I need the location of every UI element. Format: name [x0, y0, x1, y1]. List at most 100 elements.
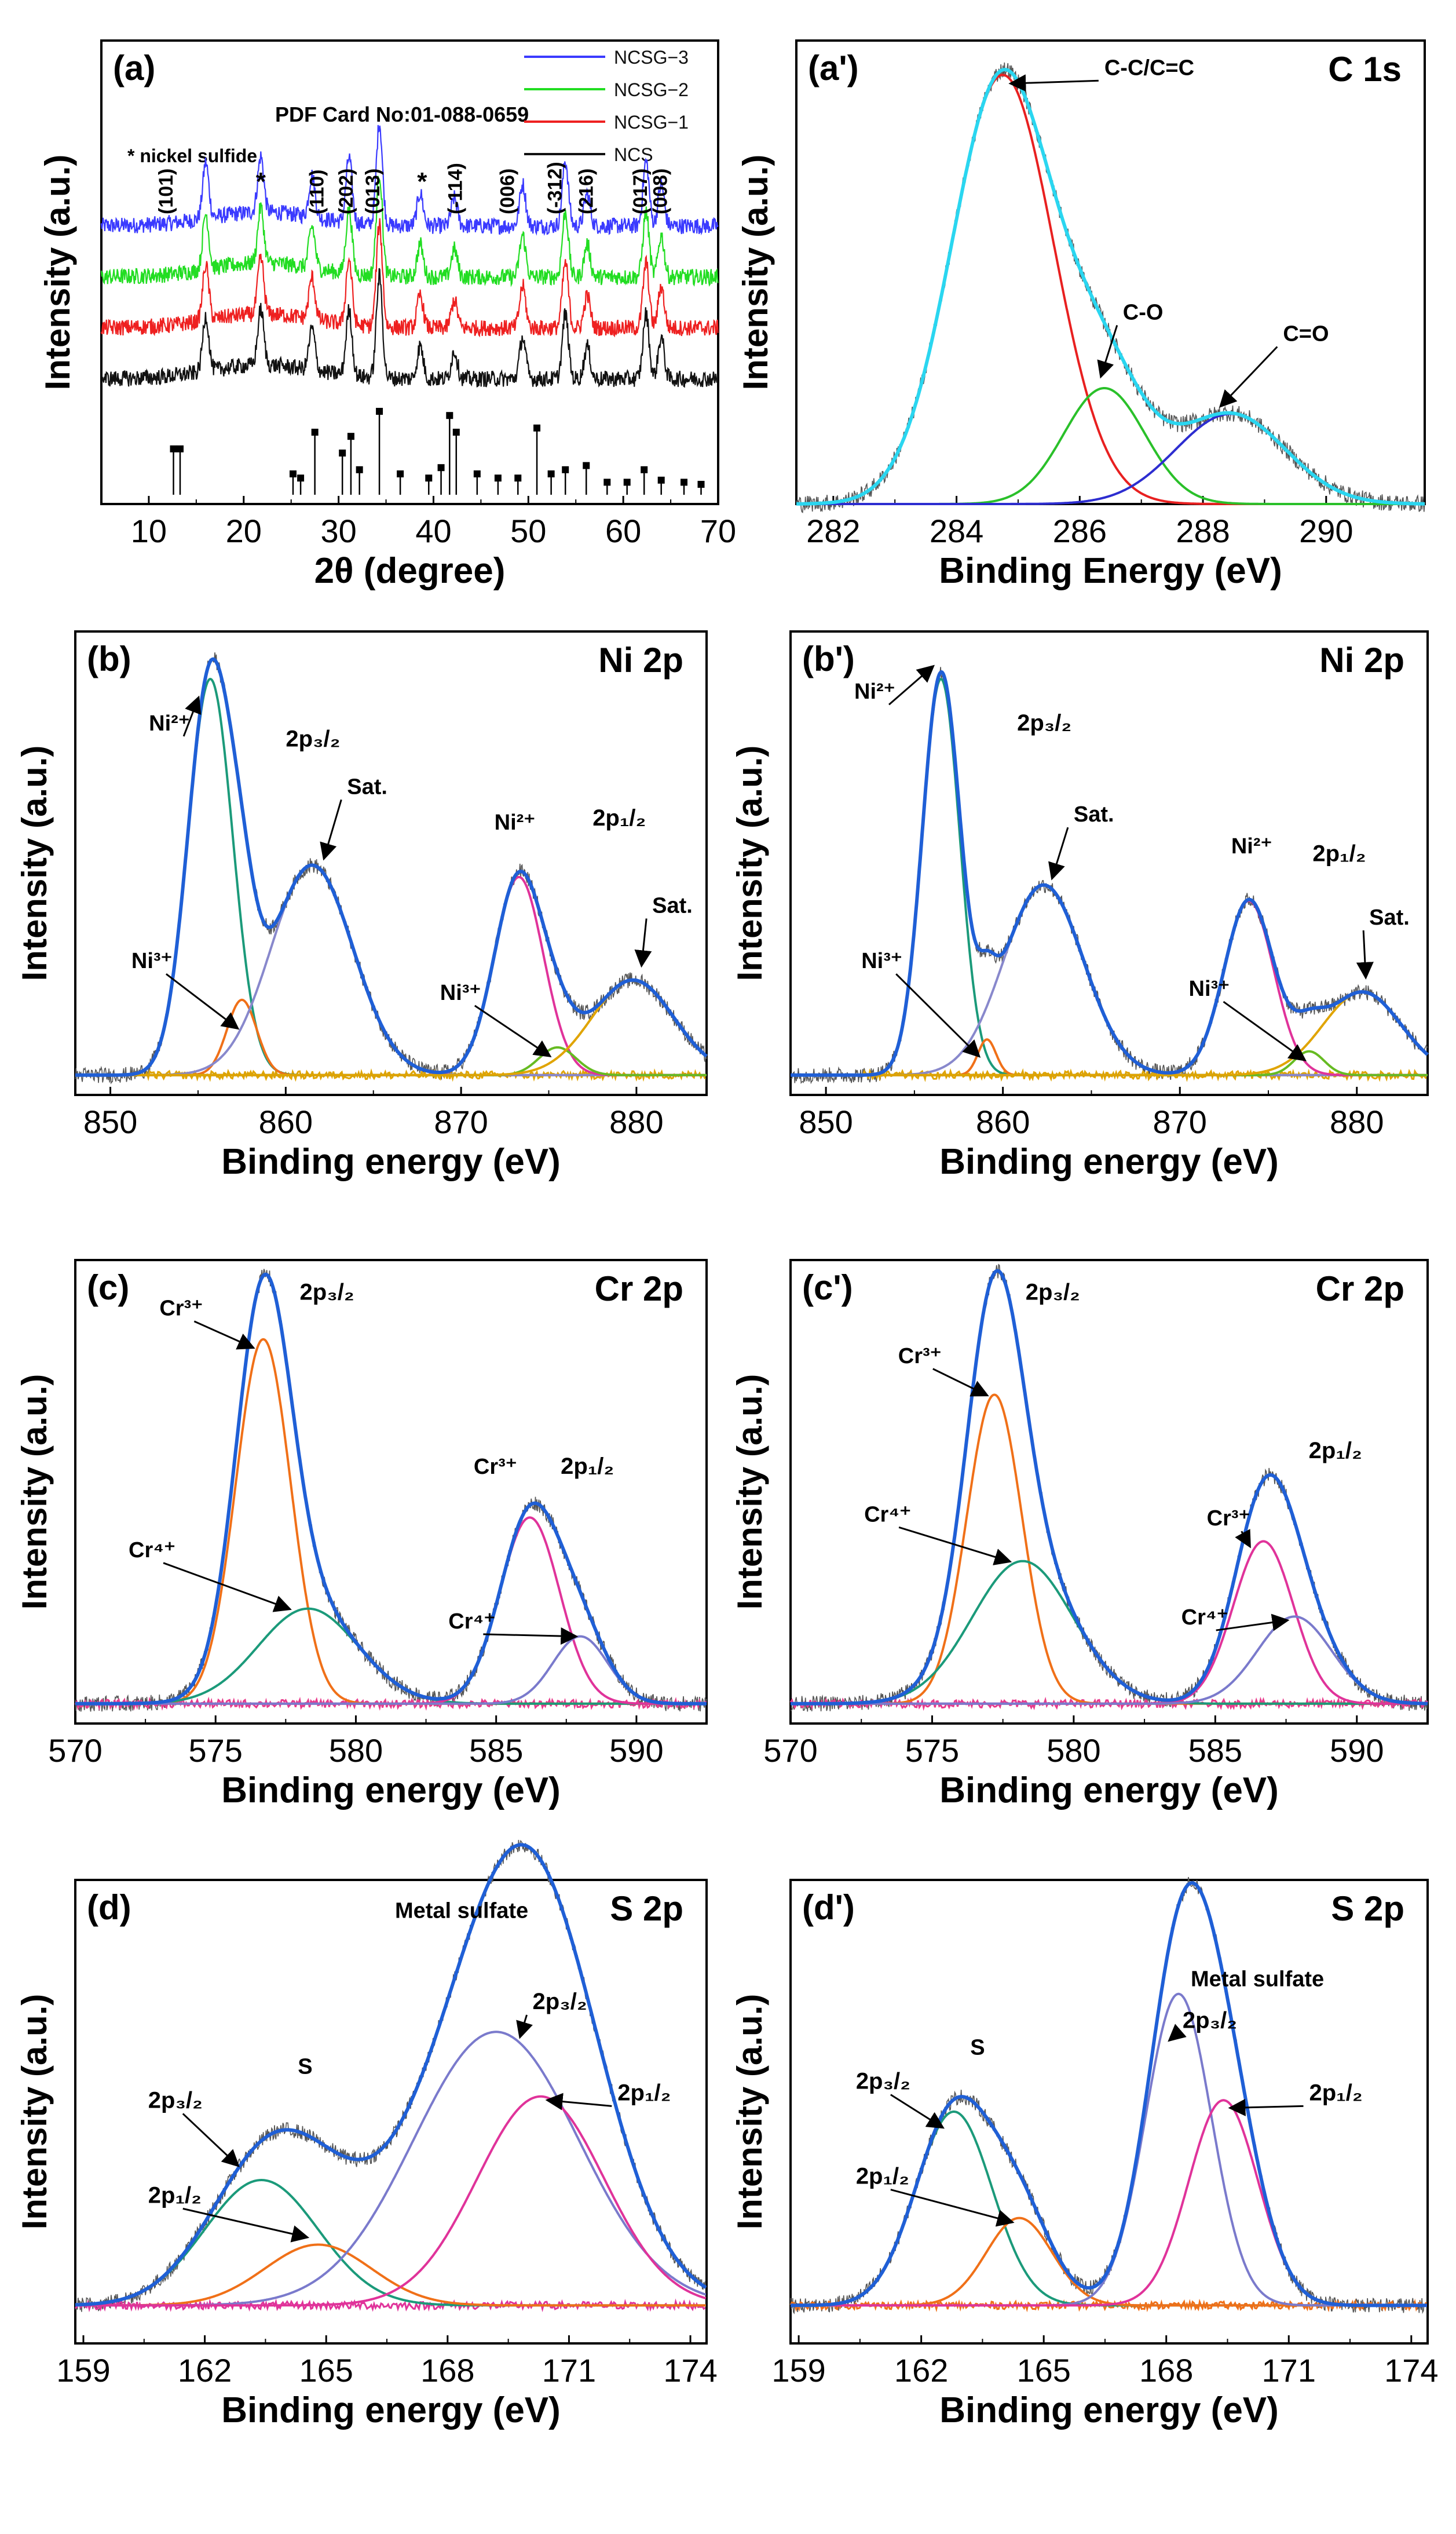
annotation-label: 2p₁/₂	[617, 2080, 671, 2105]
hkl-label: (101)	[155, 169, 177, 214]
element-label: Ni 2p	[598, 641, 683, 680]
reference-marker	[347, 433, 354, 440]
annotation-label: Ni²⁺	[495, 810, 536, 835]
annotation-label: Ni³⁺	[1189, 977, 1230, 1001]
hkl-label: (-114)	[445, 163, 467, 214]
impurity-star: *	[417, 167, 427, 196]
x-tick-label: 171	[1262, 2352, 1316, 2389]
annotation-label: Ni²⁺	[854, 680, 895, 704]
component-Metal-sulfate-2p1-2	[75, 2095, 707, 2307]
component-Cr4-2p1-2	[75, 1635, 707, 1705]
annotation-arrow	[932, 1368, 989, 1397]
annotation-label: C-C/C=C	[1104, 56, 1194, 80]
y-axis-label: Intensity (a.u.)	[15, 746, 54, 981]
panel-label: (a)	[113, 49, 155, 87]
annotation-arrow	[888, 664, 935, 706]
hkl-label: (-312)	[544, 162, 566, 214]
annotation-label: 2p₃/₂	[300, 1279, 354, 1305]
annotation-label: Ni²⁺	[1231, 834, 1272, 859]
reference-marker	[583, 462, 590, 469]
x-tick-label: 870	[1153, 1104, 1207, 1140]
x-tick-label: 284	[930, 513, 983, 549]
x-tick-label: 860	[976, 1104, 1030, 1140]
x-axis-label: Binding energy (eV)	[939, 1142, 1279, 1182]
x-tick-label: 575	[905, 1732, 959, 1769]
legend-entry: NCSG−2	[614, 79, 689, 100]
fit-envelope	[75, 657, 708, 1077]
annotation-label: 2p₃/₂	[286, 726, 340, 751]
annotation-label: Ni³⁺	[131, 949, 173, 973]
fit-envelope	[791, 1269, 1428, 1706]
annotation-arrow	[1223, 1001, 1307, 1061]
hkl-label: (006)	[497, 169, 519, 214]
component-Sat-2p3-2	[791, 883, 1428, 1076]
component-C-C-C-C	[796, 74, 1425, 505]
panel-label: (b)	[87, 640, 131, 678]
fit-envelope	[75, 1843, 707, 2307]
x-tick-label: 580	[1047, 1732, 1100, 1769]
legend-entry: NCSG−3	[614, 47, 689, 68]
annotation-label: Cr⁴⁺	[129, 1538, 175, 1562]
annotation-label: Ni³⁺	[440, 981, 481, 1005]
annotation-arrow	[1219, 346, 1278, 408]
annotation-arrow	[483, 1627, 579, 1645]
x-tick-label: 590	[1330, 1732, 1384, 1769]
annotation-arrow	[1235, 1529, 1251, 1549]
annotation-arrow	[1168, 2024, 1187, 2042]
reference-marker	[446, 412, 453, 419]
annotation-label: S	[298, 2054, 312, 2079]
plot-frame	[795, 39, 1426, 505]
hkl-label: (110)	[306, 170, 328, 215]
component-Cr4-2p1-2	[791, 1615, 1428, 1705]
annotation-arrow	[1097, 325, 1118, 379]
x-tick-label: 590	[609, 1732, 663, 1769]
reference-marker	[289, 470, 297, 477]
annotation-label: 2p₁/₂	[856, 2164, 909, 2189]
annotation-arrow	[1008, 74, 1099, 92]
x-axis-label: Binding energy (eV)	[221, 1770, 561, 1810]
component-Cr3-2p3-2	[75, 1338, 707, 1705]
x-tick-label: 286	[1053, 513, 1107, 549]
annotation-arrow	[320, 799, 342, 861]
baseline	[75, 2298, 706, 2313]
y-axis-label: Intensity (a.u.)	[730, 1374, 769, 1610]
annotation-label: Cr³⁺	[159, 1297, 203, 1321]
x-tick-label: 585	[469, 1732, 523, 1769]
element-label: S 2p	[1331, 1889, 1404, 1928]
component-Sat-2p1-2	[791, 991, 1429, 1076]
reference-marker	[547, 470, 555, 477]
component-S-2p1-2	[791, 2217, 1427, 2307]
reference-marker	[356, 466, 363, 473]
y-axis-label: Intensity (a.u.)	[736, 155, 775, 390]
annotation-arrow	[474, 1005, 552, 1057]
reference-marker	[376, 408, 383, 415]
note-label: * nickel sulfide	[127, 145, 257, 166]
annotation-label: 2p₁/₂	[592, 805, 646, 831]
plot-frame	[74, 630, 708, 1096]
reference-marker	[697, 481, 705, 488]
x-tick-label: 10	[131, 513, 167, 549]
annotation-arrow	[516, 2014, 533, 2039]
panel-a2: 282 284 286 288 290 Binding Energy (eV) Intens…	[736, 39, 1426, 591]
annotation-label: 2p₁/₂	[1309, 1438, 1362, 1463]
reference-marker	[452, 429, 460, 436]
x-tick-label: 288	[1176, 513, 1230, 549]
panel-label: (c')	[802, 1268, 853, 1307]
element-label: Ni 2p	[1319, 641, 1404, 680]
annotation-label: 2p₁/₂	[1309, 2080, 1363, 2105]
panel-label: (c)	[87, 1268, 129, 1307]
annotation-label: 2p₁/₂	[561, 1454, 614, 1479]
reference-marker	[425, 474, 433, 482]
x-tick-label: 60	[605, 513, 641, 549]
x-tick-label: 165	[299, 2352, 353, 2389]
plot-frame	[74, 1879, 708, 2345]
x-axis-label: Binding energy (eV)	[221, 2390, 561, 2430]
annotation-arrow	[895, 973, 981, 1058]
component-S-2p1-2	[75, 2243, 706, 2307]
y-axis-label: Intensity (a.u.)	[730, 1994, 769, 2230]
panel-label: (d')	[802, 1888, 855, 1927]
component-Ni2-2p1-2	[791, 900, 1428, 1076]
pdf-card-label: PDF Card No:01-088-0659	[275, 103, 529, 126]
annotation-label: Cr⁴⁺	[864, 1502, 911, 1527]
annotation-label: Cr⁴⁺	[1181, 1605, 1228, 1630]
